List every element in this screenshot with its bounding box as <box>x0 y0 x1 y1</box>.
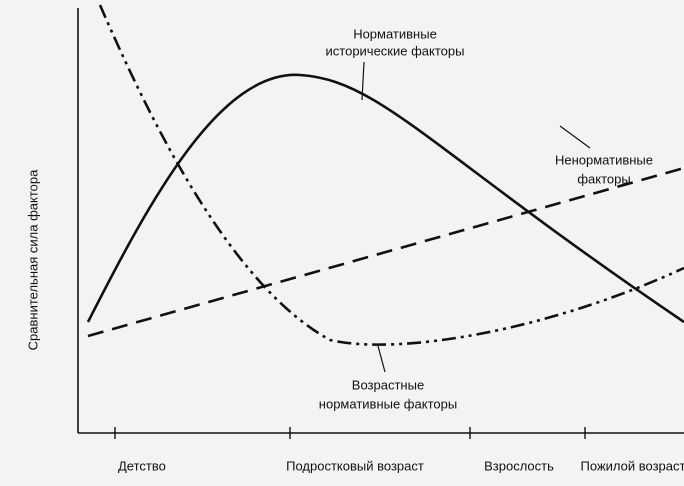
age-curve <box>98 4 684 346</box>
y-axis-label: Сравнительная сила фактора <box>25 169 40 350</box>
x-axis-label: Взрослость <box>484 458 554 473</box>
curve-label: факторы <box>577 171 630 186</box>
leader-line <box>361 61 365 101</box>
historical-curve <box>86 73 684 324</box>
curve-label: Возрастные <box>352 377 424 392</box>
x-axis-ticks <box>114 427 586 439</box>
x-axis-label: Детство <box>118 458 166 473</box>
curve-label: исторические факторы <box>326 43 465 58</box>
x-axis-label: Пожилой возраст <box>581 458 684 473</box>
curve-label: нормативные факторы <box>319 396 457 411</box>
nonnormative-curve <box>87 166 684 338</box>
x-axis-label: Подростковый возраст <box>286 458 424 473</box>
curve-label: Ненормативные <box>555 152 653 167</box>
leader-line <box>559 125 591 149</box>
curve-label: Нормативные <box>353 26 437 41</box>
leader-line <box>377 345 386 373</box>
